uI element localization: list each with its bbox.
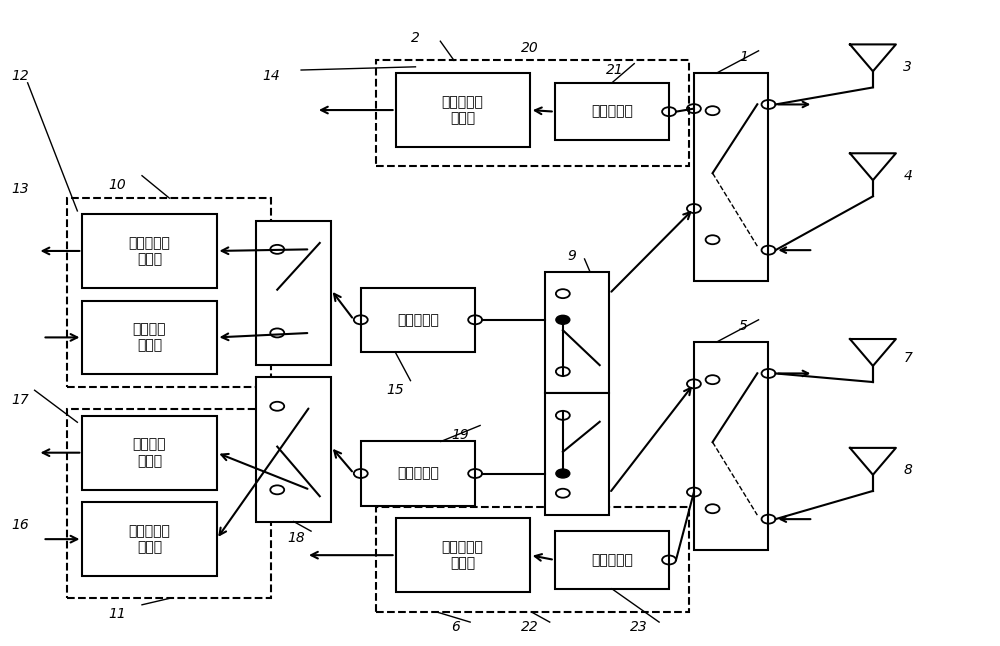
Bar [396,518,530,592]
Text: 4: 4 [903,169,912,183]
Text: 3: 3 [903,60,912,74]
Bar [67,410,271,598]
Circle shape [556,315,570,324]
Circle shape [556,469,570,478]
Bar [545,272,609,393]
Text: 6: 6 [451,620,460,634]
Text: 13: 13 [12,182,30,196]
Text: 19: 19 [451,428,469,442]
Text: 16: 16 [12,517,30,532]
Bar [361,287,475,352]
Bar [256,377,331,521]
Text: 第一滤波器: 第一滤波器 [397,313,439,327]
Text: 第二滤波器: 第二滤波器 [397,466,439,481]
Text: 14: 14 [262,69,280,83]
Bar [396,73,530,147]
Text: 7: 7 [903,351,912,365]
Bar [555,83,669,140]
Bar [256,220,331,364]
Text: 5: 5 [739,319,748,333]
Bar [67,198,271,387]
Text: 18: 18 [287,530,305,545]
Text: 第三低噪声
放大器: 第三低噪声 放大器 [442,95,484,125]
Bar [82,503,217,576]
Text: 第一功率
放大器: 第一功率 放大器 [133,322,166,353]
Text: 20: 20 [521,41,539,55]
Text: 23: 23 [630,620,648,634]
Text: 8: 8 [903,463,912,477]
Text: 第四低噪声
放大器: 第四低噪声 放大器 [442,540,484,570]
Text: 第三滤波器: 第三滤波器 [591,105,633,119]
Text: 21: 21 [605,63,623,77]
Text: 9: 9 [567,249,576,263]
Text: 第一低噪声
放大器: 第一低噪声 放大器 [129,236,170,266]
Text: 第二低噪声
放大器: 第二低噪声 放大器 [129,524,170,554]
Bar [694,73,768,282]
Bar [82,416,217,490]
Text: 11: 11 [108,607,126,621]
Bar [545,393,609,515]
Text: 第二功率
放大器: 第二功率 放大器 [133,437,166,468]
Text: 12: 12 [12,69,30,83]
Bar [555,531,669,589]
Text: 22: 22 [521,620,539,634]
Text: 1: 1 [739,50,748,64]
Text: 15: 15 [387,383,404,397]
Bar [376,507,689,612]
Text: 17: 17 [12,393,30,407]
Bar [82,214,217,287]
Bar [376,61,689,166]
Bar [82,300,217,374]
Bar [694,342,768,550]
Text: 10: 10 [108,178,126,193]
Bar [361,441,475,506]
Text: 2: 2 [411,31,420,45]
Text: 第四滤波器: 第四滤波器 [591,553,633,567]
